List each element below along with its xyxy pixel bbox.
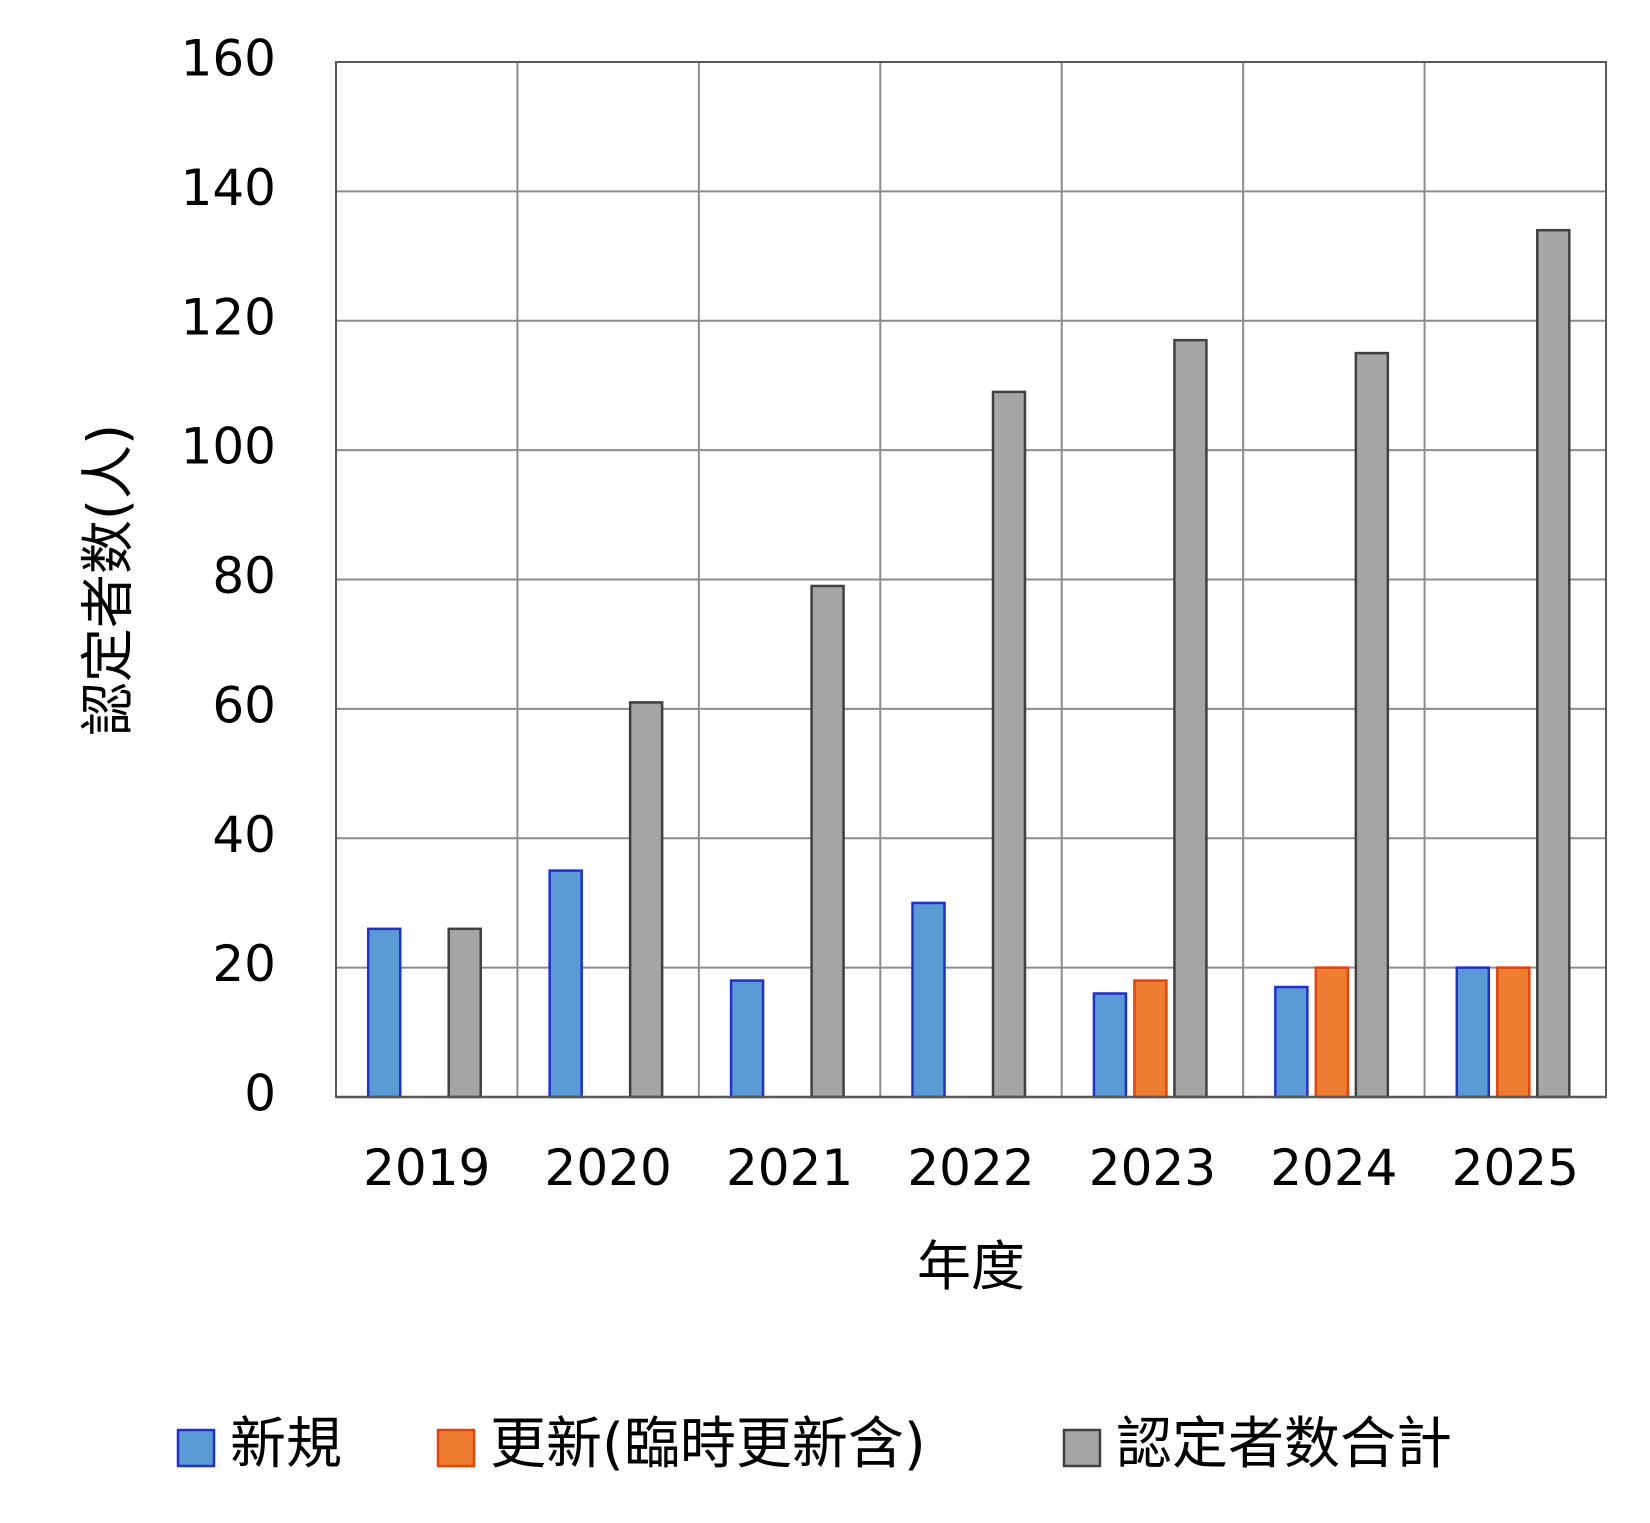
x-tick-label-2024: 2024 xyxy=(1270,1139,1397,1197)
y-tick-label-3: 60 xyxy=(212,676,276,734)
plot-frame xyxy=(335,61,1607,1098)
bar-新規-2025 xyxy=(1455,966,1491,1099)
legend: 新規 更新(臨時更新含) 認定者数合計 xyxy=(176,1412,1452,1477)
bar-更新(臨時更新含)-2023 xyxy=(1133,979,1168,1099)
x-tick-label-2023: 2023 xyxy=(1089,1139,1216,1197)
x-tick-label-2021: 2021 xyxy=(726,1139,853,1197)
y-tick-label-2: 40 xyxy=(212,806,276,864)
y-tick-label-5: 100 xyxy=(181,418,276,476)
bar-認定者数合計-2024 xyxy=(1354,351,1390,1099)
bar-更新(臨時更新含)-2025 xyxy=(1496,966,1531,1099)
bar-更新(臨時更新含)-2024 xyxy=(1314,966,1350,1099)
x-axis-title: 年度 xyxy=(917,1235,1025,1298)
y-axis-title: 認定者数(人) xyxy=(77,424,140,736)
x-tick-label-2019: 2019 xyxy=(363,1139,490,1197)
bar-新規-2023 xyxy=(1092,992,1128,1099)
x-tick-label-2025: 2025 xyxy=(1452,1139,1579,1197)
bar-新規-2021 xyxy=(729,979,765,1099)
legend-swatch-0 xyxy=(176,1428,216,1468)
legend-swatch-2 xyxy=(1062,1428,1102,1468)
bar-新規-2019 xyxy=(366,927,402,1099)
legend-swatch-1 xyxy=(436,1428,476,1468)
bar-新規-2020 xyxy=(548,869,583,1099)
y-axis-ticks: 0 20 40 60 80 100 120 140 160 xyxy=(181,30,276,1123)
bar-認定者数合計-2025 xyxy=(1536,228,1571,1099)
y-tick-label-6: 120 xyxy=(181,288,276,346)
grid-lines xyxy=(336,62,1606,1097)
legend-label-1: 更新(臨時更新含) xyxy=(490,1412,926,1477)
bar-認定者数合計-2023 xyxy=(1173,338,1208,1099)
legend-label-2: 認定者数合計 xyxy=(1116,1412,1452,1477)
y-tick-label-0: 0 xyxy=(244,1065,276,1123)
bar-認定者数合計-2019 xyxy=(447,927,482,1099)
x-axis-ticks: 2019 2020 2021 2022 2023 2024 2025 xyxy=(363,1139,1579,1197)
bar-認定者数合計-2021 xyxy=(810,584,845,1099)
y-tick-label-1: 20 xyxy=(212,935,276,993)
legend-label-0: 新規 xyxy=(230,1412,342,1477)
bar-新規-2024 xyxy=(1274,985,1309,1099)
bar-認定者数合計-2022 xyxy=(991,390,1027,1099)
y-tick-label-4: 80 xyxy=(212,547,276,605)
y-tick-label-7: 140 xyxy=(181,159,276,217)
bar-認定者数合計-2020 xyxy=(628,701,664,1099)
x-tick-label-2020: 2020 xyxy=(545,1139,672,1197)
y-tick-label-8: 160 xyxy=(181,30,276,88)
bar-新規-2022 xyxy=(911,901,946,1099)
x-tick-label-2022: 2022 xyxy=(907,1139,1034,1197)
